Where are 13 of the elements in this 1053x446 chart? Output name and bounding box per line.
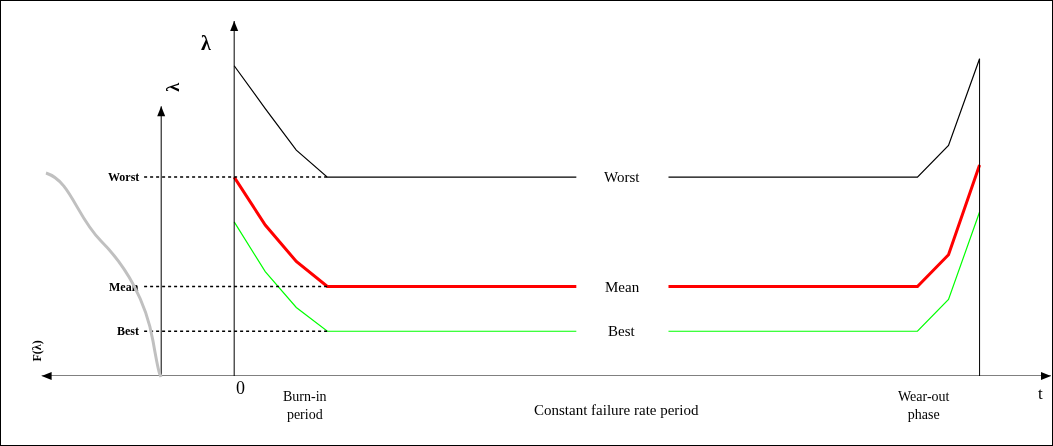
series-label: Worst — [604, 169, 641, 185]
ref-line-label: Best — [117, 324, 139, 338]
text: 0 — [236, 378, 245, 398]
text: F(λ) — [29, 340, 44, 362]
series-label: Mean — [605, 279, 640, 295]
y-axis-title: λ — [201, 32, 211, 54]
series-label: Best — [608, 323, 636, 339]
ref-line-label: Worst — [108, 170, 140, 184]
text: Wear-out phase — [898, 389, 950, 423]
text: Constant failure rate period — [534, 402, 700, 418]
x-axis-title: t — [1038, 384, 1043, 403]
text: λ — [162, 82, 183, 92]
text: Burn-in period — [283, 389, 327, 423]
